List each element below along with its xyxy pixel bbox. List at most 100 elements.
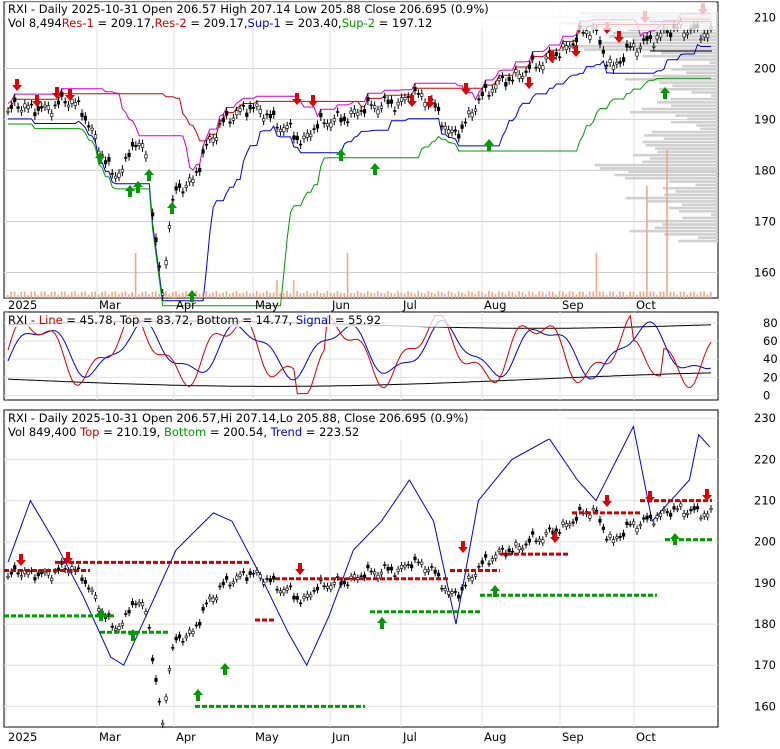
price-bar-body xyxy=(638,46,642,49)
trend-bar-body xyxy=(685,512,690,515)
sell-arrow xyxy=(52,87,62,99)
trend-bar-body xyxy=(484,554,488,558)
price-bar-body xyxy=(134,144,138,147)
volume-bar xyxy=(128,294,130,298)
price-bar-body xyxy=(103,160,108,165)
trend-bar-body xyxy=(369,570,373,573)
trend-bar-body xyxy=(500,547,505,550)
trend-x-tick: Aug xyxy=(484,730,506,744)
volume-profile-bar xyxy=(659,81,718,84)
price-bar-body xyxy=(362,109,367,114)
trend-bar-body xyxy=(699,517,703,520)
volume-bar xyxy=(609,291,611,298)
trend-y-tick: 230 xyxy=(754,411,776,425)
trend-bar-body xyxy=(389,566,394,571)
price-bar-body xyxy=(43,104,47,108)
trend-bar-body xyxy=(127,609,131,614)
price-bar-body xyxy=(598,40,602,45)
price-header-line2-part: Sup-2 xyxy=(342,16,375,30)
price-bar-body xyxy=(107,157,111,162)
trend-bar-body xyxy=(447,590,451,595)
price-header-line2-part: Res-1 xyxy=(62,16,94,30)
volume-bar xyxy=(440,292,443,298)
price-bar-body xyxy=(70,99,74,104)
volume-profile-bar xyxy=(675,114,718,117)
volume-bar xyxy=(343,293,345,298)
trend-bar-body xyxy=(329,585,333,590)
price-bar-body xyxy=(581,32,585,34)
trend-x-tick: Jun xyxy=(331,730,350,744)
price-panel-frame xyxy=(3,1,719,299)
oscillator-header-part: = 83.72, xyxy=(139,313,196,327)
trend-bar-body xyxy=(16,572,20,575)
trend-bar-body xyxy=(336,576,340,578)
volume-bar xyxy=(602,291,604,298)
trend-arrows xyxy=(16,489,712,701)
trend-bar-body xyxy=(558,532,562,534)
price-bar-body xyxy=(450,129,454,133)
volume-profile-bar xyxy=(629,111,718,114)
trend-sell-arrow xyxy=(702,489,712,501)
trend-bar-body xyxy=(198,622,202,626)
trend-bar-body xyxy=(97,608,101,612)
price-bar-body xyxy=(463,121,468,124)
volume-bar xyxy=(562,291,564,298)
price-bar-body xyxy=(527,64,531,70)
price-bar-body xyxy=(440,125,444,128)
trend-bar-body xyxy=(638,524,642,527)
trend-bar-body xyxy=(386,566,390,571)
price-bar-body xyxy=(611,65,616,70)
trend-bar-body xyxy=(561,521,565,525)
trend-bar-body xyxy=(621,532,626,537)
trend-buy-arrow xyxy=(220,663,230,675)
volume-profile-bar xyxy=(612,31,718,35)
oscillator-y-axis: 0 20 40 60 80 xyxy=(763,316,778,403)
trend-bar-body xyxy=(278,590,283,594)
trend-bar-body xyxy=(188,629,192,634)
volume-bar xyxy=(50,291,53,298)
price-bar-body xyxy=(305,132,309,138)
buy-arrow xyxy=(125,185,135,197)
trend-bar-body xyxy=(134,603,138,606)
price-bar-body xyxy=(309,133,313,138)
price-bar-body xyxy=(702,33,706,38)
trend-bar-body xyxy=(403,564,407,568)
volume-profile-bar xyxy=(709,61,718,65)
price-bar-body xyxy=(235,110,239,116)
volume-bar xyxy=(181,292,184,298)
price-bar-body xyxy=(255,103,259,107)
trend-header-line2-part: Bottom xyxy=(164,425,206,439)
trend-sell-arrow xyxy=(16,554,26,566)
volume-bar xyxy=(639,291,641,298)
price-bar-body xyxy=(484,83,488,88)
trend-bar-body xyxy=(510,550,515,553)
trend-bar-body xyxy=(470,577,474,582)
price-header-bg xyxy=(6,2,716,30)
volume-bar xyxy=(235,291,238,298)
price-bar-body xyxy=(584,30,589,35)
price-bar-body xyxy=(645,36,649,41)
price-bar-body xyxy=(564,45,568,50)
price-bar-body xyxy=(618,61,622,64)
trend-bar-body xyxy=(413,556,417,561)
volume-bar xyxy=(582,291,584,298)
volume-bar xyxy=(70,291,73,298)
price-bar-body xyxy=(332,118,336,122)
volume-bar xyxy=(245,291,248,298)
price-bar-body xyxy=(194,171,198,173)
price-bar-body xyxy=(9,105,13,109)
volume-profile-bar xyxy=(710,213,718,216)
oscillator-header-part: RXI - xyxy=(8,313,39,327)
volume-bar xyxy=(114,291,117,298)
volume-bar xyxy=(558,291,561,298)
price-bar-body xyxy=(292,135,296,140)
buy-arrow xyxy=(336,149,346,161)
volume-profile-bar xyxy=(654,226,718,230)
volume-bar xyxy=(683,291,685,298)
buy-arrow xyxy=(95,152,105,164)
trend-bar-body xyxy=(245,577,249,581)
sell-arrow xyxy=(425,96,435,108)
volume-bar xyxy=(632,291,635,298)
trend-bar-body xyxy=(117,626,121,630)
price-bar-body xyxy=(487,95,491,97)
